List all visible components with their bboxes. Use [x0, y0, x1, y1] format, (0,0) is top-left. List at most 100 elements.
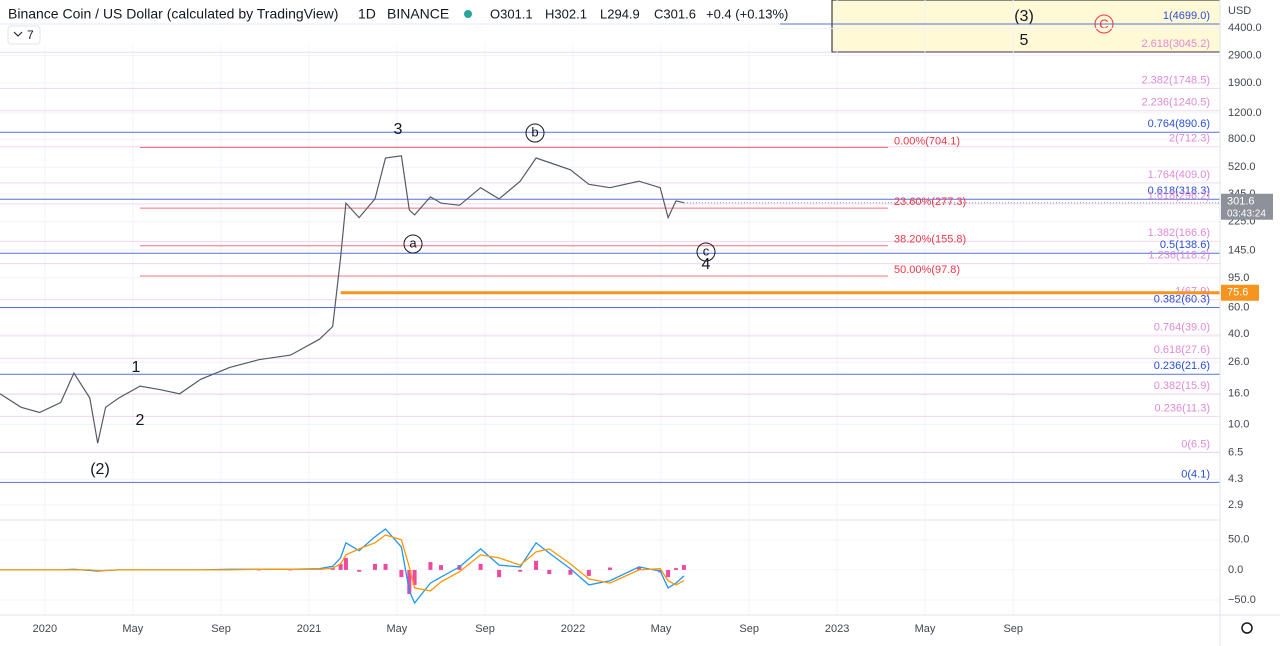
fib-label: 0(4.1)	[1181, 468, 1210, 480]
histogram-bar	[256, 569, 261, 571]
fib-label: 0.382(15.9)	[1154, 380, 1210, 392]
fib-label: 0(6.5)	[1181, 438, 1210, 450]
histogram-bar	[586, 569, 591, 576]
close: C301.6	[654, 6, 696, 21]
y-tick-label: −50.0	[1228, 594, 1256, 606]
x-tick-label: May	[387, 623, 408, 635]
histogram-bar	[330, 568, 335, 570]
fib-label: 1.618(296.2)	[1148, 190, 1210, 202]
wave-label: 1	[132, 359, 141, 376]
support-label: 75.6	[1227, 287, 1248, 299]
y-tick-label: 1900.0	[1228, 77, 1262, 89]
histogram-bar	[412, 569, 417, 585]
histogram-bar	[288, 569, 293, 571]
x-tick-label: May	[915, 623, 936, 635]
settings[interactable]	[1241, 622, 1253, 634]
fib-label: 2.618(3045.2)	[1142, 38, 1211, 50]
support-tag	[1221, 284, 1259, 301]
wave-circle	[525, 123, 545, 143]
y-tick-label: 6.5	[1228, 446, 1243, 458]
histogram-bar	[383, 563, 388, 570]
y-tick-label: 4400.0	[1228, 22, 1262, 34]
currency-label: USD	[1228, 5, 1251, 17]
countdown: 03:43:24	[1227, 208, 1266, 219]
wave-label: (3)	[1014, 8, 1034, 25]
x-tick-label: Sep	[475, 623, 495, 635]
histogram-bar	[534, 560, 539, 570]
histogram-bar	[666, 569, 671, 578]
indicator-count: 7	[27, 28, 34, 42]
fib-label: 1.764(409.0)	[1148, 169, 1210, 181]
fib-label: 1.382(166.6)	[1148, 227, 1210, 239]
x-tick-label: Sep	[739, 623, 759, 635]
y-tick-label: 145.0	[1228, 244, 1256, 256]
change: +0.4 (+0.13%)	[706, 6, 788, 21]
last-price-label: 301.6	[1227, 196, 1255, 208]
histogram-bar	[357, 569, 362, 572]
x-tick-label: May	[122, 623, 143, 635]
fib-label: 1(4699.0)	[1163, 10, 1210, 22]
histogram-bar	[681, 565, 686, 570]
fib-label: 2(712.3)	[1169, 133, 1210, 145]
fib-label: 0.618(318.3)	[1148, 185, 1210, 197]
fib-label: 0.236(21.6)	[1154, 360, 1210, 372]
fib-label: 1.236(118.2)	[1148, 250, 1210, 262]
histogram-bar	[399, 569, 404, 578]
y-tick-label: 10.0	[1228, 418, 1249, 430]
interval: 1D	[358, 6, 376, 22]
histogram-bar	[518, 569, 523, 572]
x-tick-label: Sep	[1003, 623, 1023, 635]
retracement-label: 0.00%(704.1)	[894, 135, 960, 147]
histogram-bar	[338, 563, 343, 570]
header-bg	[0, 0, 780, 46]
fib-label: 0.236(11.3)	[1155, 402, 1210, 414]
price-line	[0, 155, 685, 444]
y-tick-label: 800.0	[1228, 133, 1256, 145]
wave-label: c	[703, 243, 710, 258]
high: H302.1	[545, 6, 587, 21]
y-tick-label: 2900.0	[1228, 49, 1262, 61]
wave-circle	[696, 242, 716, 262]
wave-label: a	[409, 235, 417, 250]
y-tick-label: 1200.0	[1228, 107, 1262, 119]
y-tick-label: 95.0	[1228, 272, 1249, 284]
y-tick-label: 16.0	[1228, 388, 1249, 400]
fib-label: 0.764(39.0)	[1154, 322, 1210, 334]
wave-label: b	[531, 124, 538, 139]
indicator-toggle[interactable]	[7, 25, 41, 45]
wave-label: 2	[136, 412, 145, 429]
histogram-bar	[428, 562, 433, 570]
wave-label: 5	[1020, 32, 1029, 49]
low: L294.9	[600, 6, 640, 21]
chevron	[13, 31, 23, 37]
status-dot	[464, 10, 472, 18]
histogram-bar	[343, 557, 348, 570]
wave-label: (2)	[90, 461, 110, 478]
open: O301.1	[490, 6, 533, 21]
fib-label: 0.618(27.6)	[1154, 344, 1210, 356]
x-tick-label: May	[651, 623, 672, 635]
retracement-label: 50.00%(97.8)	[894, 264, 960, 276]
wave-box	[831, 0, 1221, 53]
x-tick-label: 2021	[297, 623, 321, 635]
histogram-bar	[372, 563, 377, 570]
y-tick-label: 520.0	[1228, 161, 1256, 173]
x-tick-label: 2020	[33, 623, 57, 635]
retracement-label: 38.20%(155.8)	[894, 234, 966, 246]
y-tick-label: 40.0	[1228, 328, 1249, 340]
fib-label: 2.236(1240.5)	[1142, 97, 1211, 109]
exchange: BINANCE	[387, 6, 449, 22]
y-tick-label: 50.0	[1228, 534, 1249, 546]
wave-label: 4	[702, 256, 711, 273]
histogram-bar	[547, 569, 552, 575]
fib-label: 0.5(138.6)	[1160, 239, 1210, 251]
symbol: Binance Coin / US Dollar (calculated by …	[8, 6, 338, 22]
histogram-bar	[608, 567, 612, 570]
histogram-bar	[674, 568, 679, 570]
y-tick-label: 60.0	[1228, 302, 1249, 314]
fib-label: 0.382(60.3)	[1154, 293, 1210, 305]
last-price-tag	[1221, 193, 1273, 220]
histogram-bar	[568, 569, 573, 575]
signal-line	[0, 534, 685, 592]
